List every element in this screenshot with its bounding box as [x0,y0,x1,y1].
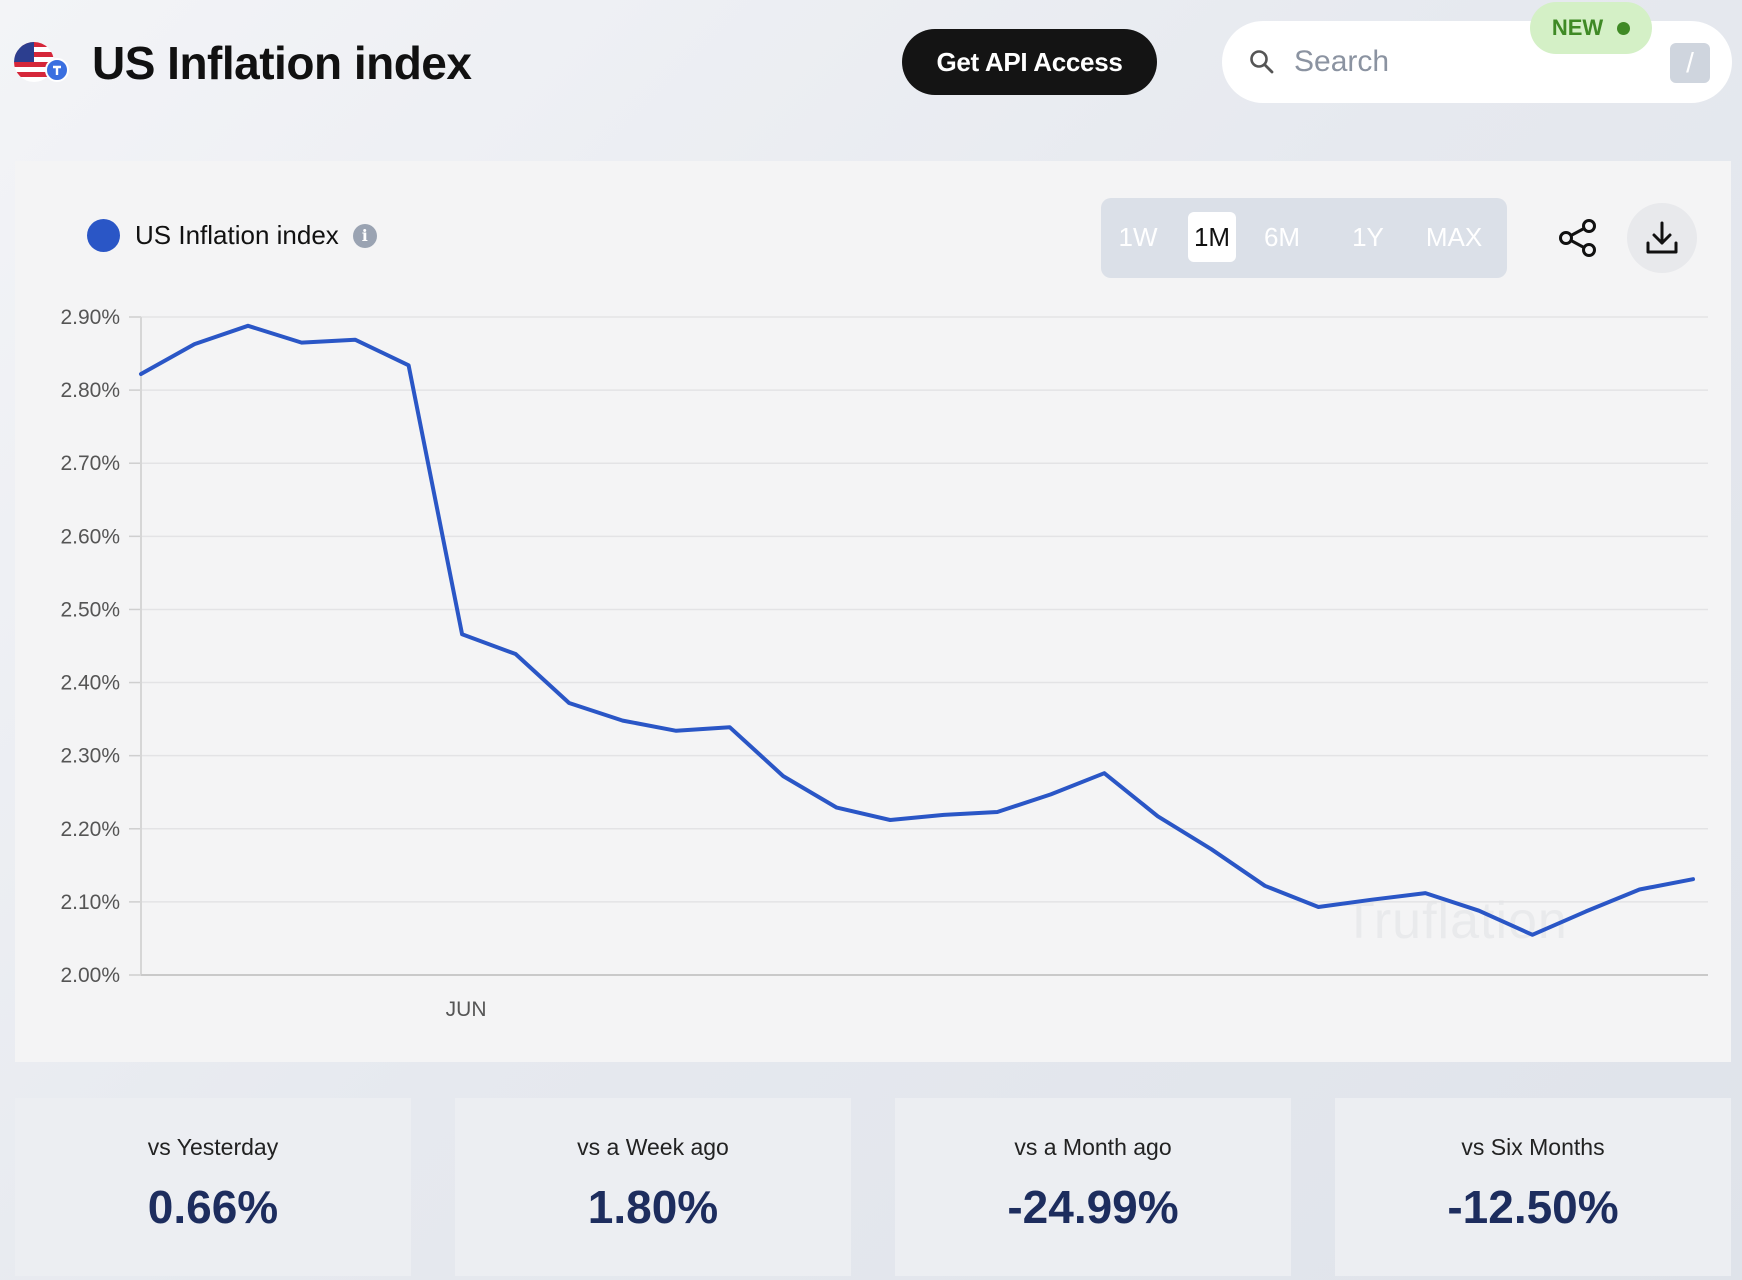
chart-legend: US Inflation index i [87,219,377,252]
data-point[interactable] [1526,929,1538,941]
stat-label: vs Six Months [1461,1134,1605,1160]
data-point[interactable] [1312,901,1324,913]
stat-value: -12.50% [1447,1181,1619,1233]
header: US Inflation index Get API Access / NEW [0,0,1742,140]
y-tick-label: 2.70% [60,452,120,475]
x-axis-ticks: JUN [446,998,487,1021]
data-point[interactable] [1580,905,1592,917]
stat-card-week: vs a Week ago 1.80% [455,1098,851,1276]
legend-label: US Inflation index [135,220,339,250]
y-tick-label: 2.80% [60,379,120,402]
data-point[interactable] [135,368,147,380]
share-button[interactable] [1545,205,1611,271]
data-point[interactable] [884,814,896,826]
stat-card-month: vs a Month ago -24.99% [895,1098,1291,1276]
data-point[interactable] [563,697,575,709]
data-point[interactable] [724,721,736,733]
x-tick-label: JUN [446,998,487,1021]
y-tick-label: 2.10% [60,891,120,914]
data-point[interactable] [938,809,950,821]
data-point[interactable] [1098,767,1110,779]
series-layer [135,320,1699,941]
data-point[interactable] [1419,887,1431,899]
data-point[interactable] [1687,873,1699,885]
data-point[interactable] [777,770,789,782]
legend-dot-icon [87,219,120,252]
range-1w-button[interactable]: 1W [1118,221,1158,252]
y-tick-label: 2.20% [60,818,120,841]
data-point[interactable] [403,359,415,371]
stat-label: vs a Month ago [1014,1134,1172,1160]
y-tick-label: 2.30% [60,745,120,768]
data-point[interactable] [349,334,361,346]
data-point[interactable] [456,628,468,640]
new-dot-icon [1617,21,1631,35]
y-tick-label: 2.40% [60,672,120,695]
stat-label: vs a Week ago [577,1134,729,1160]
range-6m-button[interactable]: 6M [1263,221,1301,252]
data-point[interactable] [296,337,308,349]
stat-value: -24.99% [1007,1181,1179,1233]
new-badge: NEW [1530,2,1652,54]
y-tick-label: 2.50% [60,598,120,621]
data-point[interactable] [617,715,629,727]
info-icon[interactable]: i [352,223,377,248]
data-point[interactable] [242,320,254,332]
data-point[interactable] [1259,880,1271,892]
download-icon [1646,221,1678,254]
data-point[interactable] [510,648,522,660]
range-1y-button[interactable]: 1Y [1352,221,1384,252]
data-point[interactable] [1473,905,1485,917]
us-flag-icon [14,40,70,84]
series-line[interactable] [139,323,1695,937]
stat-card-yesterday: vs Yesterday 0.66% [15,1098,411,1276]
data-point[interactable] [189,338,201,350]
time-range-selector: 1W 1M 6M 1Y MAX [1101,198,1507,278]
data-point[interactable] [991,806,1003,818]
data-point[interactable] [1045,788,1057,800]
data-point[interactable] [1366,894,1378,906]
data-point[interactable] [1205,843,1217,855]
range-1m-button[interactable]: 1M [1188,212,1236,262]
y-tick-label: 2.90% [60,306,120,329]
page-title: US Inflation index [92,37,472,89]
stat-value: 1.80% [587,1181,719,1233]
data-point[interactable] [831,802,843,814]
range-max-button[interactable]: MAX [1425,221,1483,252]
stat-card-six-months: vs Six Months -12.50% [1335,1098,1731,1276]
download-button[interactable] [1627,203,1697,273]
data-point[interactable] [670,725,682,737]
data-point[interactable] [1152,810,1164,822]
search-icon [1248,48,1276,76]
stat-label: vs Yesterday [147,1134,279,1160]
search-shortcut-key: / [1670,43,1710,83]
y-axis-ticks: 2.00% 2.10% 2.20% 2.30% 2.40% 2.50% 2.60% 2.70%… [60,306,141,987]
y-tick-label: 2.60% [60,525,120,548]
grid-lines [141,316,1708,903]
line-chart: 2.00% 2.10% 2.20% 2.30% 2.40% 2.50% 2.60% 2.70%… [60,306,1708,1021]
stat-value: 0.66% [147,1181,279,1233]
chart-card: US Inflation index i 1W 1M 6M 1Y MAX Tru… [15,161,1731,1062]
share-icon [1559,219,1596,257]
search-box[interactable]: / [1222,21,1732,103]
get-api-access-button[interactable]: Get API Access [902,29,1157,95]
data-point[interactable] [1633,883,1645,895]
y-tick-label: 2.00% [60,964,120,987]
new-badge-label: NEW [1551,15,1604,40]
